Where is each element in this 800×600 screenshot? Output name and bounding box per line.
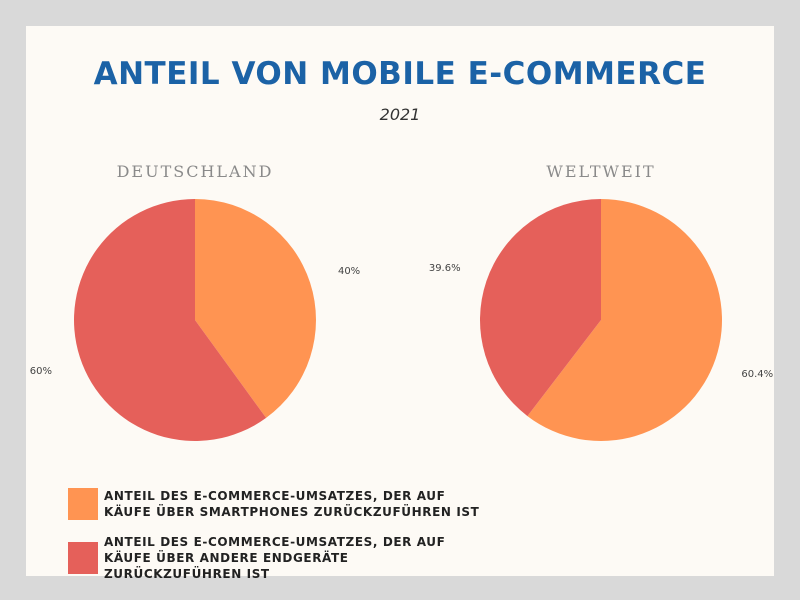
pie-label-deutschland-smartphones: 40% bbox=[338, 266, 360, 277]
chart-title-deutschland: DEUTSCHLAND bbox=[117, 162, 274, 181]
legend-label-smartphones: ANTEIL DES E-COMMERCE-UMSATZES, DER AUF … bbox=[104, 489, 480, 519]
legend-item-smartphones: ANTEIL DES E-COMMERCE-UMSATZES, DER AUF … bbox=[68, 488, 748, 520]
legend-label-andere-endgeraete: ANTEIL DES E-COMMERCE-UMSATZES, DER AUF … bbox=[104, 535, 446, 581]
page-subtitle: 2021 bbox=[379, 105, 421, 124]
pie-chart-deutschland: 40% 60% bbox=[30, 199, 360, 442]
pie-slice-weltweit-smartphones bbox=[527, 199, 722, 441]
pie-slice-deutschland-smartphones bbox=[195, 199, 316, 418]
page-title: ANTEIL VON MOBILE E-COMMERCE bbox=[93, 56, 707, 92]
pie-slice-deutschland-andere-endgeraete bbox=[73, 199, 267, 442]
legend: ANTEIL DES E-COMMERCE-UMSATZES, DER AUF … bbox=[68, 488, 748, 596]
chart-title-weltweit: WELTWEIT bbox=[546, 162, 655, 181]
pie-chart-weltweit: 60.4% 39.6% bbox=[429, 199, 773, 441]
pie-label-weltweit-andere-endgeraete: 39.6% bbox=[429, 263, 461, 274]
legend-swatch-andere-endgeraete bbox=[68, 542, 98, 574]
pie-label-weltweit-smartphones: 60.4% bbox=[741, 369, 773, 380]
pie-slice-weltweit-andere-endgeraete bbox=[479, 199, 601, 417]
pie-label-deutschland-andere-endgeraete: 60% bbox=[30, 366, 52, 377]
legend-item-andere-endgeraete: ANTEIL DES E-COMMERCE-UMSATZES, DER AUF … bbox=[68, 534, 748, 582]
legend-swatch-smartphones bbox=[68, 488, 98, 520]
